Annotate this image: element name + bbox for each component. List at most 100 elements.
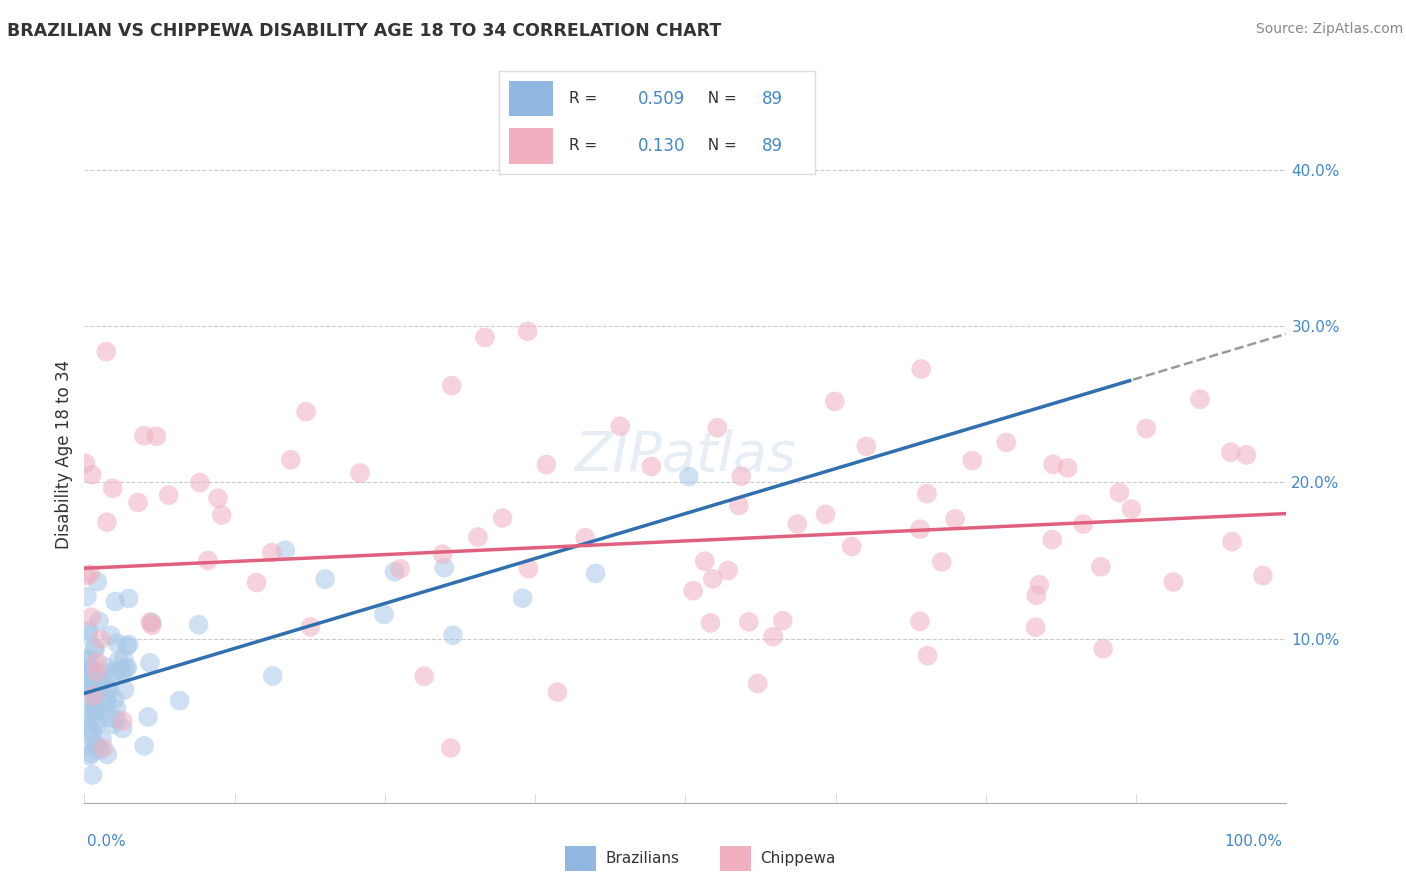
Point	[107, 654, 129, 668]
Point	[207, 491, 229, 506]
Point	[83, 698, 105, 712]
Point	[118, 591, 141, 606]
Point	[814, 508, 837, 522]
Text: 89: 89	[762, 136, 783, 154]
Point	[467, 530, 489, 544]
Point	[717, 564, 740, 578]
Point	[491, 511, 513, 525]
Y-axis label: Disability Age 18 to 34: Disability Age 18 to 34	[55, 360, 73, 549]
Text: Brazilians: Brazilians	[606, 851, 679, 866]
Point	[86, 682, 108, 697]
Point	[83, 640, 105, 655]
Point	[260, 546, 283, 560]
Point	[96, 694, 118, 708]
Point	[384, 565, 406, 579]
Point	[139, 656, 162, 670]
Point	[87, 614, 110, 628]
Point	[908, 615, 931, 629]
Text: R =: R =	[568, 138, 602, 153]
Point	[441, 628, 464, 642]
Point	[104, 664, 127, 678]
Point	[89, 743, 111, 757]
Point	[1042, 458, 1064, 472]
Point	[111, 714, 134, 728]
Point	[1135, 421, 1157, 435]
Point	[111, 664, 134, 678]
Point	[104, 594, 127, 608]
Point	[516, 324, 538, 338]
Point	[197, 553, 219, 567]
Point	[96, 681, 118, 695]
Point	[433, 560, 456, 574]
Point	[79, 748, 101, 763]
Point	[995, 435, 1018, 450]
Text: N =: N =	[699, 91, 742, 106]
Bar	[509, 128, 553, 163]
Point	[1090, 559, 1112, 574]
Point	[432, 547, 454, 561]
Point	[546, 685, 568, 699]
Point	[90, 677, 112, 691]
Point	[841, 540, 863, 554]
Point	[299, 620, 322, 634]
Point	[91, 741, 114, 756]
Point	[115, 639, 138, 653]
Point	[96, 344, 118, 359]
Point	[136, 710, 159, 724]
Text: ZIPatlas: ZIPatlas	[575, 428, 796, 482]
Point	[585, 566, 607, 581]
Point	[86, 716, 108, 731]
Point	[82, 768, 104, 782]
Point	[1071, 516, 1094, 531]
Point	[699, 615, 721, 630]
Point	[101, 717, 124, 731]
Point	[77, 624, 100, 638]
Point	[373, 607, 395, 622]
Point	[517, 561, 540, 575]
Point	[80, 664, 103, 678]
Point	[145, 429, 167, 443]
Point	[314, 572, 336, 586]
Point	[103, 669, 125, 683]
Point	[440, 378, 463, 392]
Point	[105, 701, 128, 715]
Text: 100.0%: 100.0%	[1225, 834, 1282, 849]
Point	[83, 700, 105, 714]
Point	[84, 675, 107, 690]
Bar	[565, 847, 596, 871]
Point	[1220, 534, 1243, 549]
Point	[274, 543, 297, 558]
Point	[76, 590, 98, 604]
Point	[80, 728, 103, 742]
Point	[211, 508, 233, 522]
Point	[84, 714, 107, 728]
Point	[738, 615, 761, 629]
Point	[114, 682, 136, 697]
Text: 0.130: 0.130	[638, 136, 686, 154]
Point	[1251, 568, 1274, 582]
Point	[75, 651, 97, 665]
Point	[139, 615, 162, 630]
Point	[474, 330, 496, 344]
Point	[389, 562, 412, 576]
Point	[98, 710, 121, 724]
Point	[187, 617, 209, 632]
Point	[678, 469, 700, 483]
Point	[1234, 448, 1257, 462]
Point	[1025, 620, 1047, 634]
Point	[77, 692, 100, 706]
Point	[104, 692, 127, 706]
Point	[693, 554, 716, 568]
Point	[94, 659, 117, 673]
Point	[84, 737, 107, 751]
Point	[915, 486, 938, 500]
Point	[824, 394, 846, 409]
Point	[786, 516, 808, 531]
Point	[89, 677, 111, 691]
Text: BRAZILIAN VS CHIPPEWA DISABILITY AGE 18 TO 34 CORRELATION CHART: BRAZILIAN VS CHIPPEWA DISABILITY AGE 18 …	[7, 22, 721, 40]
Point	[141, 618, 163, 632]
Point	[132, 428, 155, 442]
Point	[76, 721, 98, 735]
Bar	[720, 847, 751, 871]
Point	[105, 636, 128, 650]
